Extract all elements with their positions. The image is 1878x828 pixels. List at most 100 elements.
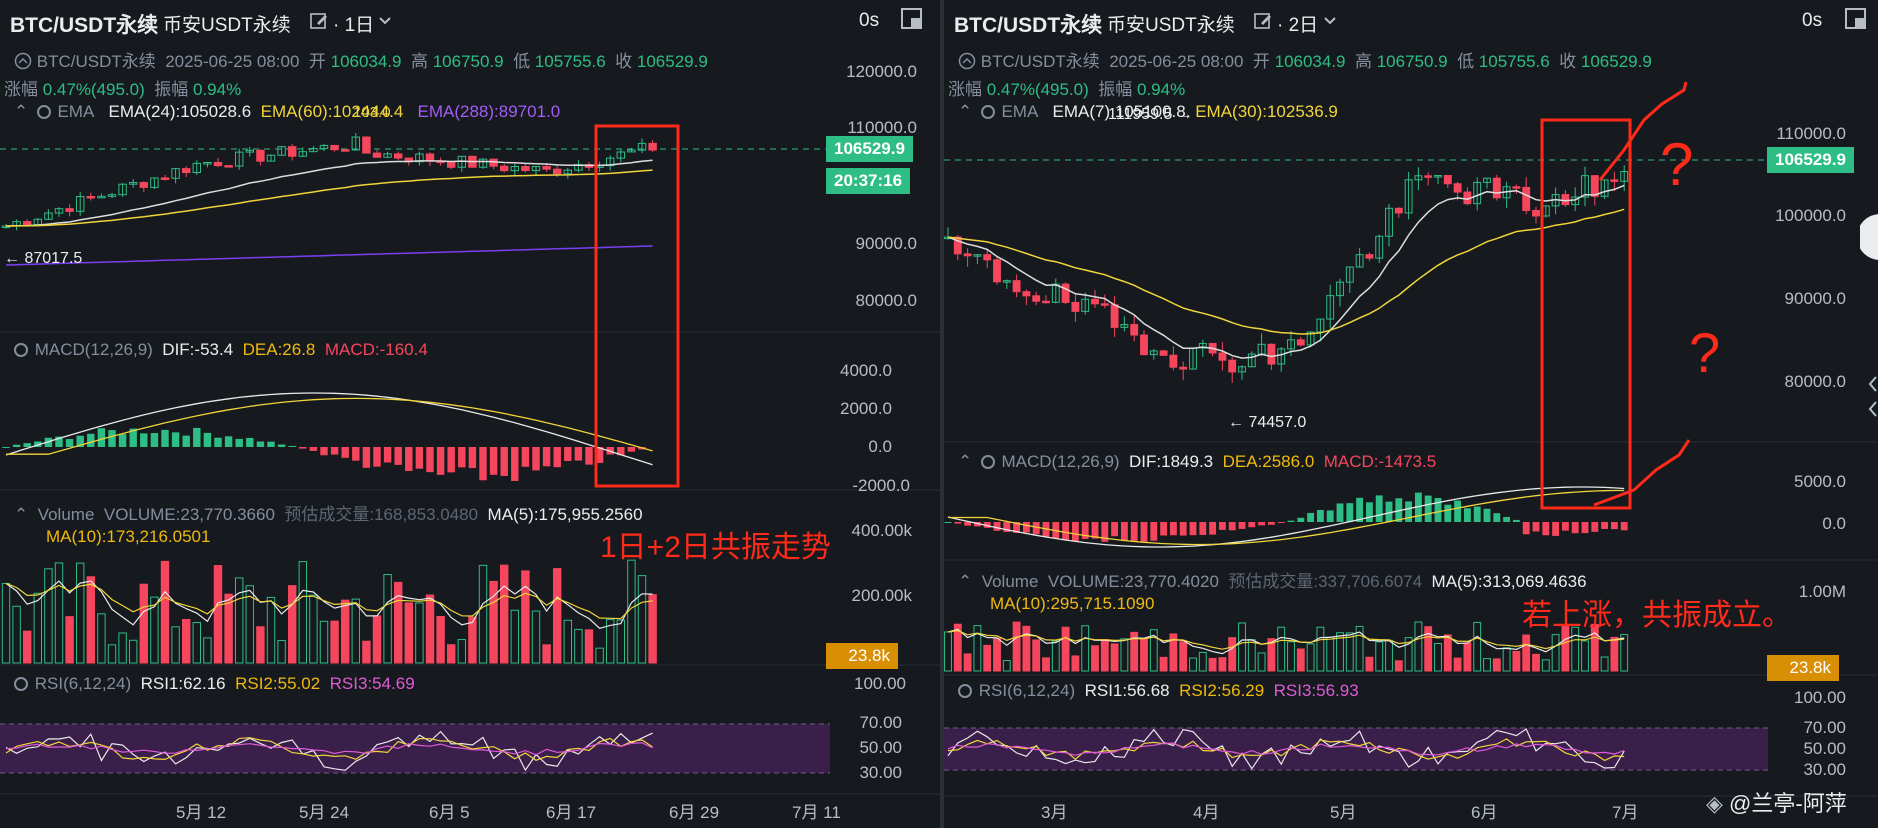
volume-bar	[1120, 638, 1129, 672]
volume-bar	[1581, 640, 1589, 672]
chart-panel-1d[interactable]: BTC/USDT永续 币安USDT永续 · 1日 0s BTC/USDT永续 2…	[0, 0, 940, 828]
collapse-icon[interactable]: ⌃	[14, 102, 29, 121]
bell-icon[interactable]	[980, 455, 995, 469]
volume-bar	[340, 599, 350, 664]
symbol-title[interactable]: BTC/USDT永续	[954, 14, 1103, 37]
macd-bar	[44, 437, 53, 447]
chevron-down-icon[interactable]	[1323, 14, 1337, 32]
candle	[415, 153, 424, 163]
volume-bar	[489, 580, 498, 664]
macd-axis-label: 5000.0	[1794, 472, 1846, 491]
collapse-icon[interactable]: ⌃	[958, 102, 973, 121]
macd-bar	[973, 522, 981, 527]
candle	[1326, 295, 1335, 320]
macd-bar	[1581, 522, 1589, 534]
fullscreen-icon[interactable]	[900, 7, 924, 36]
macd-bar	[553, 447, 561, 468]
volume-bar	[362, 640, 371, 664]
collapse-icon[interactable]: ⌃	[14, 505, 29, 524]
info-symbol: BTC/USDT永续	[980, 52, 1100, 71]
bell-icon[interactable]	[980, 105, 995, 119]
macd-legend[interactable]: MACD(12,26,9) DIF:-53.4 DEA:26.8 MACD:-1…	[14, 340, 428, 360]
volume-bar	[1061, 626, 1070, 672]
macd-label: MACD(12,26,9)	[1001, 452, 1120, 471]
macd-bar	[574, 447, 583, 461]
rsi-legend[interactable]: RSI(6,12,24) RSI1:62.16 RSI2:55.02 RSI3:…	[14, 674, 415, 694]
candle	[54, 208, 64, 214]
volume-value: VOLUME:23,770.4020	[1047, 572, 1219, 591]
macd-bar	[511, 447, 519, 481]
macd-bar	[1248, 522, 1256, 528]
time-axis-label: 5月	[1330, 803, 1357, 822]
change-label: 涨幅	[4, 80, 38, 99]
volume-legend[interactable]: ⌃ Volume VOLUME:23,770.4020 预估成交量:337,70…	[958, 567, 1587, 592]
macd-bar	[23, 443, 31, 447]
side-handle-icon[interactable]	[1857, 212, 1878, 267]
edit-icon[interactable]	[1253, 11, 1273, 36]
candle	[22, 221, 32, 226]
candle	[97, 195, 106, 199]
time-axis-label: 6月 29	[669, 803, 720, 822]
macd-bar	[564, 447, 572, 462]
volume-bar	[1424, 626, 1433, 672]
candle	[425, 153, 435, 162]
candle	[531, 166, 541, 172]
macd-bar	[34, 441, 42, 447]
chart-panel-2d[interactable]: BTC/USDT永续 币安USDT永续 · 2日 0s BTC/USDT永续 2…	[944, 0, 1878, 828]
volume-bar	[563, 619, 573, 664]
low-price-marker: ← 87017.5	[4, 250, 83, 267]
macd-bar	[1218, 522, 1226, 530]
candle	[1561, 194, 1570, 206]
chart-canvas-2d[interactable]	[944, 0, 1878, 828]
bell-icon[interactable]	[36, 105, 51, 119]
candle	[1443, 175, 1452, 185]
bell-icon[interactable]	[14, 677, 28, 691]
interval-select[interactable]: · 1日	[333, 15, 375, 36]
info-close-label: 收	[1559, 52, 1577, 71]
chart-canvas-1d[interactable]	[0, 0, 940, 828]
rsi1-value: RSI1:62.16	[140, 674, 226, 693]
volume-axis-label: 200.00k	[851, 586, 913, 605]
edit-icon[interactable]	[309, 11, 329, 36]
volume-bar	[1561, 624, 1570, 672]
macd-legend[interactable]: ⌃ MACD(12,26,9) DIF:1849.3 DEA:2586.0 MA…	[958, 452, 1436, 472]
volume-bar	[1483, 658, 1491, 672]
candle	[298, 151, 308, 157]
chevron-down-icon[interactable]	[378, 14, 392, 32]
macd-bar	[1277, 522, 1285, 523]
macd-value: MACD:-1473.5	[1323, 452, 1437, 471]
interval-select[interactable]: · 2日	[1277, 15, 1319, 36]
volume-bar	[1473, 621, 1482, 672]
macd-bar	[1307, 512, 1315, 522]
volume-bar	[510, 609, 520, 664]
macd-bar	[1150, 522, 1158, 541]
candle	[1404, 179, 1413, 214]
collapse-icon[interactable]	[958, 52, 976, 70]
candle	[499, 165, 509, 172]
price-axis-label: 80000.0	[855, 291, 917, 310]
candle	[1159, 350, 1168, 356]
fullscreen-icon[interactable]	[1844, 7, 1868, 36]
symbol-title[interactable]: BTC/USDT永续	[10, 14, 159, 37]
candle	[256, 149, 265, 162]
bell-icon[interactable]	[14, 343, 28, 357]
bell-icon[interactable]	[958, 684, 972, 698]
volume-bar	[1179, 641, 1188, 672]
collapse-icon[interactable]	[14, 52, 32, 70]
ema-mid-line	[947, 208, 1625, 335]
collapse-icon[interactable]: ⌃	[958, 572, 973, 591]
ema-legend[interactable]: ⌃ EMA EMA(7):105100.8 EMA(30):102536.9	[958, 102, 1338, 122]
panel-divider[interactable]	[940, 0, 944, 828]
macd-bar	[1483, 508, 1491, 522]
candle	[1, 225, 11, 229]
volume-legend[interactable]: ⌃ Volume VOLUME:23,770.3660 预估成交量:168,85…	[14, 500, 643, 525]
volume-bar	[521, 570, 530, 664]
ema-legend[interactable]: ⌃ EMA EMA(24):105028.6 EMA(60):102444.4 …	[14, 102, 560, 122]
candle	[1394, 207, 1403, 214]
candle	[1130, 324, 1139, 336]
rsi-band	[0, 724, 830, 773]
side-arrow-icon[interactable]	[1866, 372, 1878, 427]
collapse-icon[interactable]: ⌃	[958, 452, 973, 471]
volume-bar	[595, 647, 604, 664]
rsi-legend[interactable]: RSI(6,12,24) RSI1:56.68 RSI2:56.29 RSI3:…	[958, 681, 1359, 701]
